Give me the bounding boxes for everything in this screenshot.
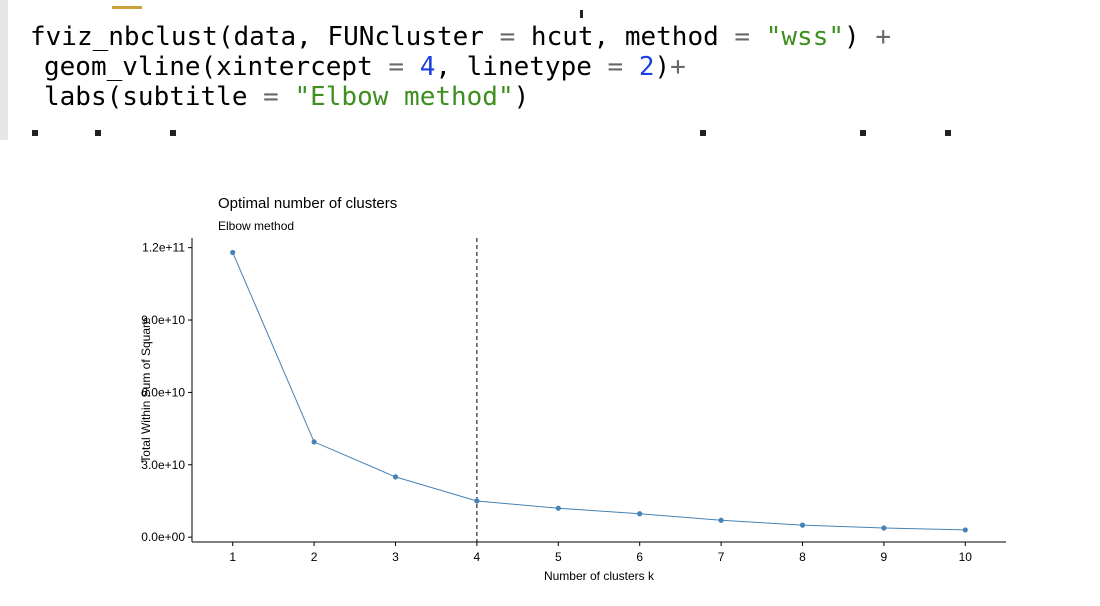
code-token: + — [670, 52, 686, 82]
cut-off-glyph — [95, 130, 101, 136]
cut-off-glyph — [170, 130, 176, 136]
cut-off-glyph — [112, 6, 142, 9]
x-tick-label: 3 — [392, 550, 399, 564]
data-point — [474, 498, 480, 504]
code-token: "wss" — [765, 22, 845, 52]
code-line-1[interactable]: fviz_nbclust(data, FUNcluster = hcut, me… — [30, 22, 891, 52]
editor-gutter — [0, 0, 8, 140]
x-axis-ticks: 1 2 3 4 5 6 7 8 9 10 — [229, 542, 972, 564]
series-line — [232, 252, 966, 531]
data-point — [230, 249, 236, 256]
code-token: ) — [844, 22, 876, 52]
cut-off-glyph — [860, 130, 866, 136]
code-token: hcut, method — [515, 22, 735, 52]
code-token: 4 — [419, 52, 436, 82]
code-token — [750, 22, 766, 52]
code-token: 2 — [638, 52, 655, 82]
chart-title: Optimal number of clusters — [218, 195, 397, 212]
code-token: = — [263, 82, 279, 112]
data-point — [392, 474, 399, 480]
cut-off-glyph — [945, 130, 951, 136]
code-editor[interactable]: fviz_nbclust(data, FUNcluster = hcut, me… — [0, 0, 1100, 140]
chart-subtitle: Elbow method — [218, 219, 294, 233]
x-tick-label: 6 — [636, 550, 643, 564]
code-token: geom_vline(xintercept — [44, 52, 389, 82]
series-points — [230, 249, 968, 533]
code-token — [404, 52, 420, 82]
y-tick-label: 1.2e+11 — [142, 241, 185, 255]
code-token: fviz_nbclust(data, FUNcluster — [30, 22, 500, 52]
data-point — [555, 505, 561, 511]
cut-off-glyph — [700, 130, 706, 136]
x-tick-label: 5 — [555, 550, 562, 564]
data-point — [799, 522, 806, 528]
y-tick-label: 6.0e+10 — [141, 385, 185, 399]
code-token: labs(subtitle — [44, 82, 264, 112]
cut-off-glyph — [580, 10, 583, 18]
data-point — [881, 525, 887, 531]
x-tick-label: 7 — [718, 550, 725, 564]
x-tick-label: 9 — [881, 550, 888, 564]
x-axis-label: Number of clusters k — [544, 569, 655, 583]
y-tick-label: 0.0e+00 — [141, 530, 185, 544]
x-tick-label: 1 — [229, 550, 236, 564]
code-token: "Elbow method" — [294, 82, 514, 112]
code-line-2[interactable]: geom_vline(xintercept = 4, linetype = 2)… — [44, 52, 686, 82]
code-token: = — [499, 22, 516, 52]
code-token: = — [607, 52, 624, 82]
data-point — [718, 517, 724, 523]
x-tick-label: 2 — [311, 550, 318, 564]
y-tick-label: 9.0e+10 — [141, 313, 185, 327]
code-token: = — [734, 22, 751, 52]
y-axis-label: Total Within Sum of Square — [139, 317, 153, 463]
code-token: + — [875, 22, 891, 52]
code-token: = — [388, 52, 405, 82]
code-token: , linetype — [435, 52, 608, 82]
x-tick-label: 4 — [474, 550, 481, 564]
data-point — [962, 527, 968, 533]
code-token: ) — [654, 52, 671, 82]
code-token: ) — [513, 82, 530, 112]
data-point — [311, 439, 317, 445]
code-token — [279, 82, 295, 112]
y-tick-label: 3.0e+10 — [141, 458, 185, 472]
elbow-chart: Optimal number of clusters Elbow method … — [139, 195, 1006, 583]
x-tick-label: 10 — [959, 550, 973, 564]
y-axis-ticks: 0.0e+00 3.0e+10 6.0e+10 9.0e+10 1.2e+11 — [141, 241, 192, 544]
cut-off-glyph — [32, 130, 38, 136]
code-line-3[interactable]: labs(subtitle = "Elbow method") — [44, 82, 529, 112]
code-token — [623, 52, 639, 82]
x-tick-label: 8 — [799, 550, 806, 564]
data-point — [637, 511, 643, 517]
